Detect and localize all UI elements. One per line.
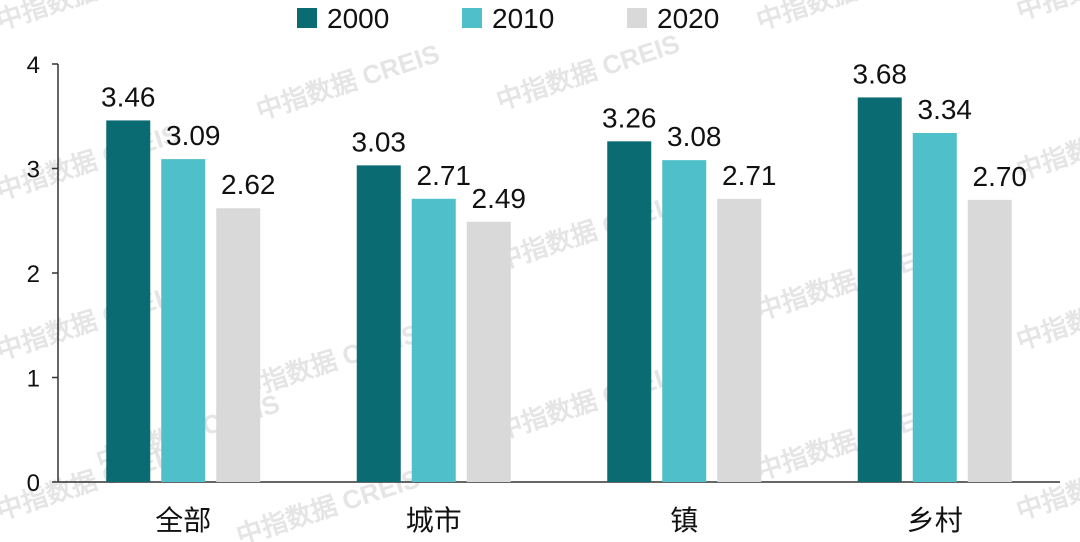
bar-2000-0: [106, 120, 151, 483]
legend-label-2020: 2020: [657, 3, 719, 34]
bar-2020-3: [967, 199, 1012, 482]
data-label: 3.34: [918, 94, 973, 125]
legend-swatch-2010: [462, 8, 482, 28]
watermark-text: 中指数据 CREIS: [1013, 0, 1080, 26]
data-label: 2.71: [722, 160, 777, 191]
watermark-text: 中指数据 CREIS: [253, 38, 444, 125]
data-labels: 3.463.092.623.032.712.493.263.082.713.68…: [101, 58, 1027, 213]
data-label: 3.09: [166, 120, 221, 151]
data-label: 3.03: [352, 126, 407, 157]
watermark-text: 中指数据 CREIS: [0, 278, 183, 365]
x-category-label: 城市: [406, 505, 462, 536]
watermark-text: 中指数据 CREIS: [493, 358, 684, 445]
y-tick-label: 3: [27, 157, 40, 184]
legend-swatch-2020: [627, 8, 647, 28]
bar-2010-1: [411, 198, 456, 482]
data-label: 2.62: [221, 169, 276, 200]
bars: 全部 城市 镇 乡村: [106, 97, 1012, 536]
watermark-text: 中指数据 CREIS: [753, 0, 944, 36]
bar-2020-1: [466, 221, 511, 483]
bar-2010-3: [912, 132, 957, 482]
bar-2000-1: [356, 165, 401, 483]
data-label: 2.49: [472, 183, 527, 214]
y-tick-label: 1: [27, 366, 40, 393]
legend-label-2000: 2000: [327, 3, 389, 34]
watermark-text: 中指数据 CREIS: [1013, 268, 1080, 355]
data-label: 3.46: [101, 81, 156, 112]
x-category-label: 全部: [155, 505, 211, 536]
bar-2020-2: [717, 198, 762, 482]
y-tick-label: 4: [27, 52, 40, 79]
x-category-label: 镇: [670, 505, 698, 536]
data-label: 2.70: [973, 161, 1028, 192]
bar-2020-0: [216, 208, 261, 482]
axes: 0 1 2 3 4: [27, 52, 1060, 497]
x-category-label: 乡村: [907, 505, 963, 536]
data-label: 3.08: [667, 121, 722, 152]
y-tick-label: 0: [27, 470, 40, 497]
data-label: 3.68: [853, 58, 908, 89]
bar-2000-2: [607, 141, 652, 482]
data-label: 3.26: [602, 102, 657, 133]
watermark-text: 中指数据 CREIS: [0, 0, 183, 36]
bar-2010-2: [662, 160, 707, 482]
bar-2000-3: [857, 97, 902, 482]
legend: 2000 2010 2020: [297, 3, 719, 34]
legend-swatch-2000: [297, 8, 317, 28]
bar-2010-0: [161, 159, 206, 482]
y-tick-label: 2: [27, 261, 40, 288]
legend-label-2010: 2010: [492, 3, 554, 34]
data-label: 2.71: [417, 160, 472, 191]
